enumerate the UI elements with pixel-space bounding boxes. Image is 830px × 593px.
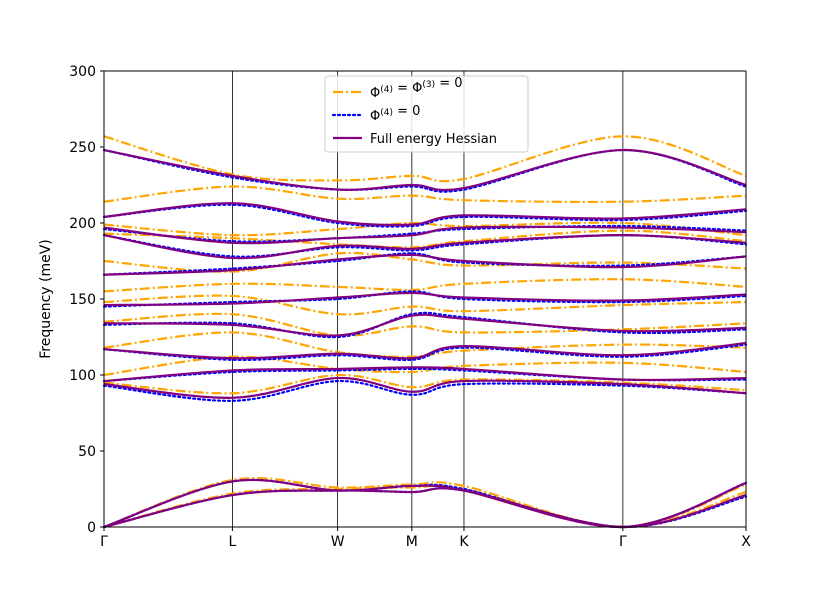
band-line <box>103 487 747 529</box>
band-line <box>103 312 747 337</box>
band-line <box>103 278 747 293</box>
band-line <box>103 202 747 227</box>
y-tick-label: 150 <box>69 292 96 308</box>
band-line <box>103 355 747 377</box>
x-tick-label: K <box>459 534 469 550</box>
x-tick-label: W <box>331 534 345 550</box>
band-line <box>102 203 748 228</box>
band-line <box>103 234 747 260</box>
band-line <box>102 252 748 276</box>
band-line <box>102 290 748 308</box>
band-line <box>103 341 747 360</box>
y-tick-label: 50 <box>78 444 96 460</box>
axes: 0 50 100 150 200 250 300 Γ L W M K Γ X Frequency (meV) <box>38 64 751 550</box>
plot-area <box>102 71 748 529</box>
series-1 <box>102 148 748 529</box>
band-line <box>102 379 748 402</box>
band-line <box>102 311 748 339</box>
band-line <box>103 376 747 399</box>
x-tick-label: Γ <box>619 534 627 550</box>
band-line <box>103 229 747 249</box>
band-line <box>103 253 747 276</box>
band-line <box>102 487 748 529</box>
y-tick-label: 250 <box>69 140 96 156</box>
y-tick-label: 0 <box>87 520 96 536</box>
legend-box <box>324 75 529 153</box>
band-line <box>103 221 747 237</box>
band-line <box>103 251 747 273</box>
band-line <box>103 225 747 245</box>
x-tick-label: M <box>406 534 418 550</box>
legend-label: Φ(4) = 0 <box>370 104 420 124</box>
x-tick-label: Γ <box>100 534 108 550</box>
band-line <box>103 291 747 307</box>
legend-label: Full energy Hessian <box>370 132 497 147</box>
band-line <box>103 148 747 192</box>
band-line <box>103 331 747 358</box>
band-line <box>103 135 747 183</box>
legend-label: Φ(4) = Φ(3) = 0 <box>370 76 463 101</box>
band-line <box>103 294 747 316</box>
band-line <box>102 224 748 243</box>
band-line <box>103 313 747 337</box>
band-line <box>102 148 748 193</box>
y-tick-label: 300 <box>69 64 96 80</box>
x-tick-label: X <box>741 534 751 550</box>
series-2 <box>103 148 747 529</box>
y-tick-label: 100 <box>69 368 96 384</box>
y-tick-label: 200 <box>69 216 96 232</box>
band-line <box>102 343 748 362</box>
x-tick-label: L <box>228 534 236 550</box>
band-line <box>103 366 747 383</box>
y-axis-title: Frequency (meV) <box>38 239 54 359</box>
band-line <box>103 373 747 395</box>
legend: Φ(4) = Φ(3) = 0 Φ(4) = 0 Full energy Hessi… <box>324 75 529 153</box>
band-line <box>103 185 747 204</box>
